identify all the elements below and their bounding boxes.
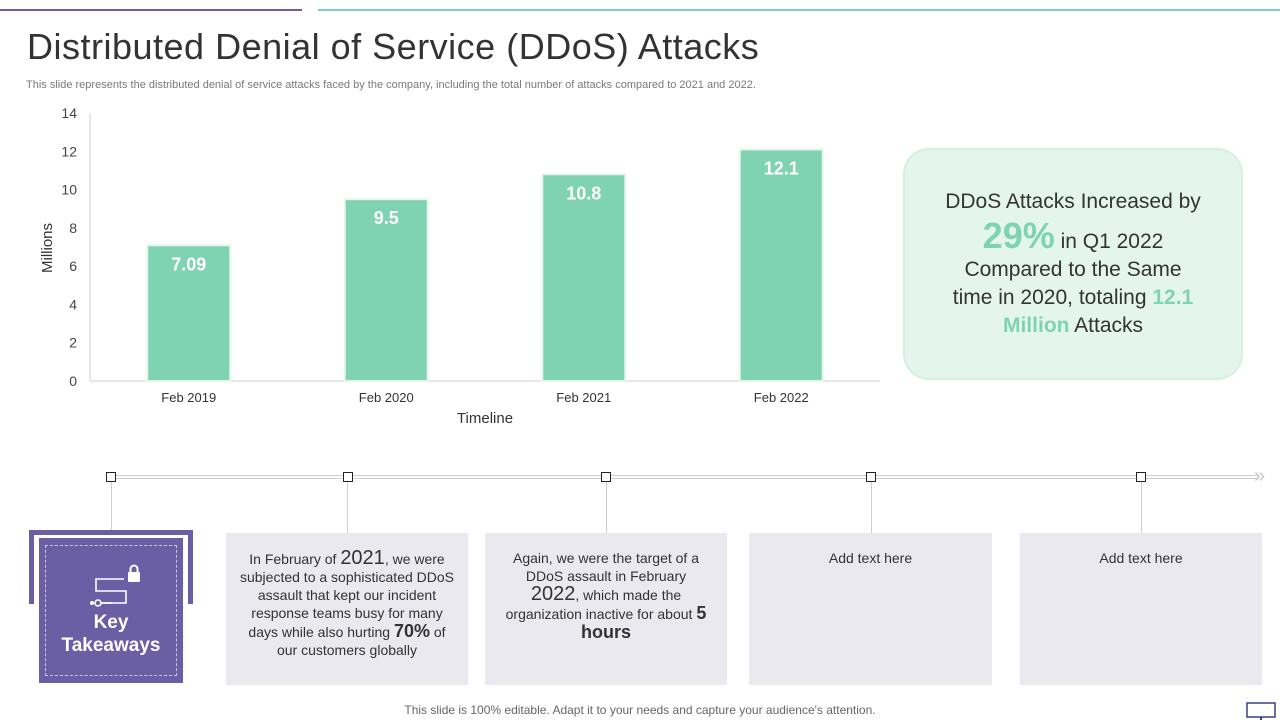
network-lock-icon [90, 564, 140, 607]
y-tick-label: 14 [61, 105, 77, 121]
stat-total-value: 12.1 [1152, 286, 1194, 309]
y-axis-title: Millions [39, 223, 56, 273]
bar [541, 173, 627, 382]
card-4-placeholder[interactable]: Add text here [1099, 550, 1183, 566]
y-tick-label: 6 [69, 258, 77, 274]
bar [738, 148, 824, 382]
timeline-line [111, 475, 1259, 479]
timeline-node [1136, 472, 1146, 482]
y-tick-label: 2 [69, 335, 77, 351]
timeline-node [106, 472, 116, 482]
timeline-connector [1141, 482, 1142, 533]
bar-value-label: 12.1 [764, 158, 799, 178]
bar-value-label: 10.8 [566, 183, 601, 203]
stat-highlight-card: DDoS Attacks Increased by 29% in Q1 2022… [903, 148, 1243, 380]
card-2-text-b: , which made the organization inactive f… [505, 587, 697, 622]
takeaway-card-3[interactable]: Add text here [749, 533, 992, 685]
card-1-text-a: In February of [249, 551, 341, 567]
bar-value-label: 9.5 [374, 208, 399, 228]
x-axis-categories: Feb 2019 Feb 2020 Feb 2021 Feb 2022 [161, 390, 808, 405]
x-axis-title: Timeline [457, 410, 513, 427]
stat-percent: 29% [982, 215, 1055, 256]
card-2-year: 2022 [530, 583, 576, 605]
y-tick-label: 8 [69, 220, 77, 236]
timeline-connector [111, 482, 112, 532]
timeline-node [601, 472, 611, 482]
timeline-node [343, 472, 353, 482]
timeline-connector [606, 482, 607, 533]
bar [343, 198, 429, 382]
x-tick-label: Feb 2022 [754, 390, 809, 405]
y-tick-label: 4 [69, 296, 77, 312]
bar [146, 244, 232, 382]
stat-line-5-rest: Attacks [1069, 314, 1144, 337]
card-1-text-b: , we were subjected to a sophisticated D… [239, 551, 454, 640]
top-accent-line-purple [0, 9, 302, 11]
card-1-text-c: of our customers globally [276, 624, 446, 658]
timeline-connector [347, 482, 348, 533]
takeaway-card-1: In February of 2021, we were subjected t… [226, 533, 468, 685]
x-tick-label: Feb 2019 [161, 390, 216, 405]
key-takeaways-box: Key Takeaways [39, 538, 183, 683]
stat-line-3: Compared to the Same [964, 258, 1182, 281]
stat-line-1: DDoS Attacks Increased by [945, 190, 1201, 213]
card-2-duration: 5 hours [580, 603, 707, 642]
stat-total-unit: Million [1002, 314, 1070, 337]
double-chevron-right-icon: » [1254, 465, 1266, 487]
page-subtitle: This slide represents the distributed de… [26, 79, 756, 91]
takeaway-card-2: Again, we were the target of a DDoS assa… [485, 533, 727, 685]
takeaway-card-2-text: Again, we were the target of a DDoS assa… [485, 533, 727, 642]
key-takeaways-line-2: Takeaways [61, 635, 161, 656]
presentation-screen-icon [1246, 702, 1276, 720]
takeaway-card-4[interactable]: Add text here [1020, 533, 1262, 685]
stat-line-5: Million Attacks [1003, 312, 1143, 340]
key-takeaways-inner: Key Takeaways [45, 545, 177, 676]
y-tick-label: 10 [61, 182, 77, 198]
bar-value-label: 7.09 [171, 254, 206, 274]
y-axis-ticks: 0 2 4 6 8 10 12 14 [61, 105, 77, 389]
footer-note: This slide is 100% editable. Adapt it to… [404, 703, 876, 717]
timeline-connector [871, 482, 872, 533]
key-takeaways-line-1: Key [93, 612, 129, 633]
stat-line-4: time in 2020, totaling 12.1 [953, 284, 1194, 312]
stat-line-2: 29% in Q1 2022 [983, 216, 1164, 256]
page-title: Distributed Denial of Service (DDoS) Att… [27, 26, 760, 67]
y-tick-label: 12 [61, 143, 77, 159]
y-tick-label: 0 [69, 373, 77, 389]
card-2-text-a: Again, we were the target of a DDoS assa… [513, 550, 699, 584]
timeline-node [866, 472, 876, 482]
x-tick-label: Feb 2020 [359, 390, 414, 405]
card-1-percent: 70% [393, 621, 430, 641]
stat-line-4-start: time in 2020, totaling [952, 286, 1153, 309]
stat-line-2-rest: in Q1 2022 [1054, 230, 1164, 253]
card-1-year: 2021 [340, 547, 385, 569]
top-accent-line-green [318, 9, 1280, 11]
key-takeaways-label: Key Takeaways [62, 611, 161, 657]
takeaway-card-1-text: In February of 2021, we were subjected t… [226, 533, 468, 659]
bars-group: 7.09 9.5 10.8 12.1 [146, 148, 824, 382]
card-3-placeholder[interactable]: Add text here [828, 550, 913, 566]
x-tick-label: Feb 2021 [556, 390, 611, 405]
takeaway-frame [29, 530, 193, 604]
